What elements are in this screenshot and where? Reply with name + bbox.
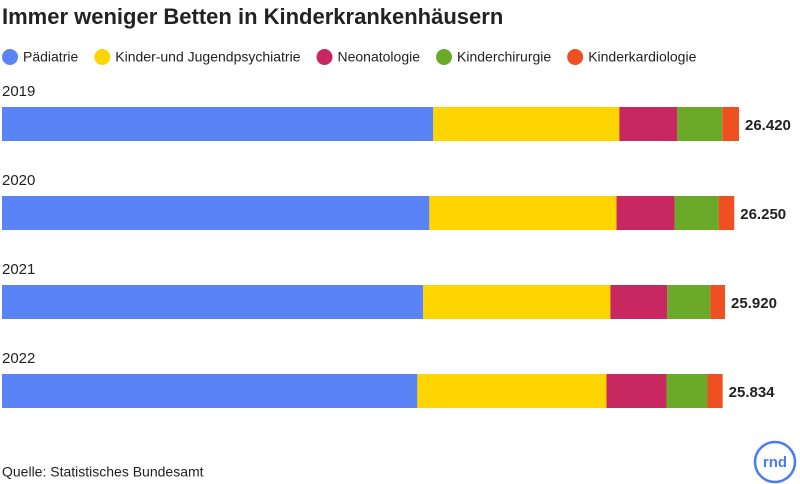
legend-swatch [94, 49, 111, 65]
y-tick-label: 2021 [2, 261, 35, 278]
legend-swatch [436, 49, 453, 65]
legend-swatch [2, 49, 18, 65]
bar-segment [666, 374, 708, 408]
bar-segment [606, 374, 667, 408]
y-tick-label: 2020 [2, 172, 35, 189]
bar-segment [722, 107, 739, 141]
y-tick-label: 2019 [2, 83, 35, 100]
bar-segment [2, 374, 418, 408]
bar-segment [2, 285, 424, 319]
bar-segment [674, 196, 719, 230]
bar-segment [667, 285, 711, 319]
legend-swatch [316, 49, 333, 65]
bar-segment [677, 107, 723, 141]
bar-segment [710, 285, 726, 319]
total-label: 25.834 [729, 384, 776, 401]
bar-segment [417, 374, 607, 408]
y-tick-label: 2022 [2, 350, 35, 367]
bar-segment [2, 196, 430, 230]
bar-segment [429, 196, 617, 230]
logo-ring [753, 440, 797, 484]
total-label: 26.250 [740, 206, 786, 223]
total-label: 26.420 [745, 117, 791, 134]
legend-label: Kinder-und Jugendpsychiatrie [115, 49, 300, 65]
chart-title: Immer weniger Betten in Kinderkrankenhäu… [2, 4, 503, 29]
legend-label: Pädiatrie [23, 49, 78, 65]
bar-segment [619, 107, 678, 141]
bar-segment [433, 107, 620, 141]
logo: rnd [763, 454, 787, 471]
bar-segment [610, 285, 668, 319]
legend-label: Kinderchirurgie [457, 49, 551, 65]
bar-segment [616, 196, 675, 230]
source: Quelle: Statistisches Bundesamt [2, 464, 204, 480]
legend-swatch [567, 49, 584, 65]
bar-segment [423, 285, 611, 319]
legend-label: Neonatologie [338, 49, 421, 65]
total-label: 25.920 [731, 295, 777, 312]
bar-segment [2, 107, 434, 141]
bar-segment [707, 374, 723, 408]
bar-segment [718, 196, 735, 230]
legend-label: Kinderkardiologie [588, 49, 696, 65]
